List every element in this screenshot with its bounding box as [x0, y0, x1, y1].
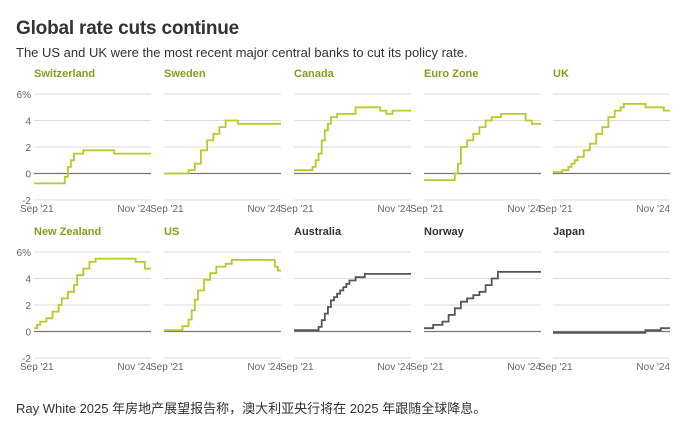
y-tick-label: 2	[25, 301, 31, 312]
y-tick-label: 4	[25, 117, 31, 128]
y-tick-label: 6%	[17, 90, 32, 101]
x-tick-label-start: Sep '21	[539, 204, 573, 215]
panel-title-norway: Norway	[424, 226, 465, 238]
x-tick-label-start: Sep '21	[280, 362, 314, 373]
series-line-japan	[553, 327, 670, 334]
y-tick-label: 4	[25, 275, 31, 286]
panel-title-japan: Japan	[553, 226, 585, 238]
x-tick-label-end: Nov '24	[507, 362, 541, 373]
x-tick-label-start: Sep '21	[150, 204, 184, 215]
x-tick-label-end: Nov '24	[117, 362, 151, 373]
series-line-new-zealand	[34, 257, 151, 330]
x-tick-label-end: Nov '24	[117, 204, 151, 215]
chart-title: Global rate cuts continue	[16, 18, 240, 39]
y-tick-label: -2	[22, 354, 31, 365]
series-line-switzerland	[34, 149, 151, 185]
y-tick-label: 0	[25, 170, 31, 181]
x-tick-label-start: Sep '21	[150, 362, 184, 373]
x-tick-label-start: Sep '21	[539, 362, 573, 373]
x-tick-label-start: Sep '21	[20, 204, 54, 215]
x-tick-label-end: Nov '24	[377, 362, 411, 373]
panel-title-euro-zone: Euro Zone	[424, 68, 478, 80]
panel-title-us: US	[164, 226, 179, 238]
x-tick-label-start: Sep '21	[410, 362, 444, 373]
x-tick-label-end: Nov '24	[636, 362, 670, 373]
panel-title-sweden: Sweden	[164, 68, 206, 80]
panel-title-australia: Australia	[294, 226, 342, 238]
x-tick-label-start: Sep '21	[410, 204, 444, 215]
chart-subtitle: The US and UK were the most recent major…	[16, 45, 468, 60]
y-tick-label: 6%	[17, 248, 32, 259]
panel-title-uk: UK	[553, 68, 569, 80]
series-line-uk	[553, 103, 670, 174]
panel-title-canada: Canada	[294, 68, 335, 80]
series-line-us	[164, 258, 281, 332]
x-tick-label-start: Sep '21	[280, 204, 314, 215]
panel-title-switzerland: Switzerland	[34, 68, 95, 80]
x-tick-label-end: Nov '24	[377, 204, 411, 215]
series-line-sweden	[164, 119, 281, 175]
x-tick-label-end: Nov '24	[636, 204, 670, 215]
y-tick-label: -2	[22, 196, 31, 207]
series-line-norway	[424, 270, 541, 330]
panel-title-new-zealand: New Zealand	[34, 226, 101, 238]
x-tick-label-start: Sep '21	[20, 362, 54, 373]
caption: Ray White 2025 年房地产展望报告称，澳大利亚央行将在 2025 年…	[16, 401, 487, 416]
x-tick-label-end: Nov '24	[247, 362, 281, 373]
series-line-canada	[294, 106, 411, 172]
x-tick-label-end: Nov '24	[507, 204, 541, 215]
x-tick-label-end: Nov '24	[247, 204, 281, 215]
y-tick-label: 0	[25, 328, 31, 339]
y-tick-label: 2	[25, 143, 31, 154]
series-line-euro-zone	[424, 113, 541, 182]
series-line-australia	[294, 272, 411, 332]
